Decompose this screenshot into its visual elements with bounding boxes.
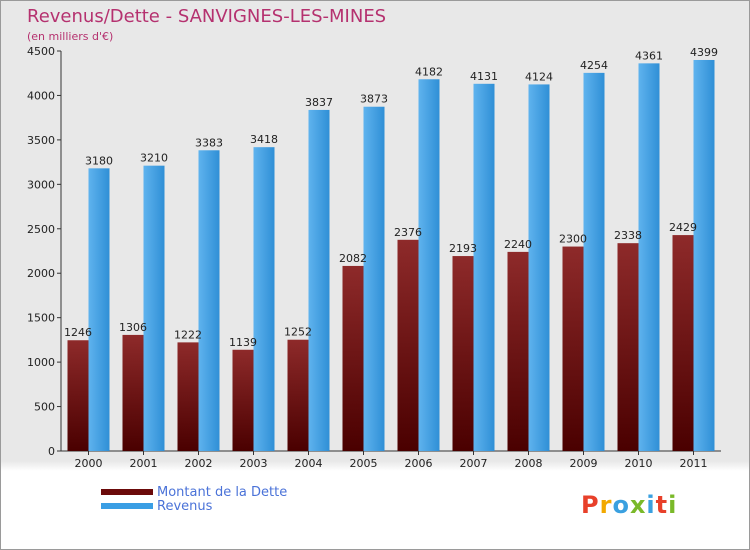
y-tick-label: 3000 — [27, 178, 55, 191]
logo-letter: i — [668, 491, 678, 519]
legend-label-revenus: Revenus — [157, 499, 213, 514]
bar-revenus — [88, 168, 110, 452]
x-tick-label: 2008 — [515, 457, 543, 470]
x-tick-label: 2010 — [625, 457, 653, 470]
value-label-dette: 2082 — [339, 252, 367, 265]
bar-revenus — [418, 79, 440, 452]
logo-letter: x — [629, 491, 647, 519]
bar-dette — [287, 339, 309, 451]
x-tick-label: 2011 — [680, 457, 708, 470]
value-label-dette: 1306 — [119, 321, 147, 334]
value-label-revenus: 3837 — [305, 96, 333, 109]
value-label-dette: 1246 — [64, 326, 92, 339]
bar-dette — [672, 235, 694, 451]
bar-dette — [452, 256, 474, 451]
value-label-dette: 2240 — [504, 238, 532, 251]
bar-revenus — [473, 83, 495, 452]
bar-dette — [177, 342, 199, 451]
value-label-revenus: 3383 — [195, 136, 223, 149]
logo-letter: r — [599, 491, 613, 519]
value-label-revenus: 4182 — [415, 65, 443, 78]
bar-revenus — [308, 109, 330, 451]
bar-dette — [342, 265, 364, 451]
legend-swatch-debt — [101, 489, 153, 495]
logo-letter: P — [581, 491, 600, 519]
legend-item-revenus: Revenus — [101, 499, 361, 515]
x-tick-label: 2009 — [570, 457, 598, 470]
y-tick-label: 2500 — [27, 223, 55, 236]
bar-dette — [397, 239, 419, 451]
bar-revenus — [528, 84, 550, 451]
logo-letter: o — [612, 491, 630, 519]
chart-subtitle: (en milliers d'€) — [27, 30, 114, 43]
x-tick-label: 2003 — [240, 457, 268, 470]
y-tick-label: 1000 — [27, 356, 55, 369]
value-label-dette: 1222 — [174, 328, 202, 341]
proxiti-logo: Proxiti — [581, 491, 677, 519]
bar-dette — [617, 243, 639, 451]
value-label-dette: 2193 — [449, 242, 477, 255]
bar-dette — [507, 251, 529, 451]
bar-dette — [67, 340, 89, 451]
y-tick-label: 0 — [48, 445, 55, 458]
value-label-revenus: 3180 — [85, 154, 113, 167]
value-label-revenus: 3418 — [250, 133, 278, 146]
x-tick-label: 2006 — [405, 457, 433, 470]
value-label-revenus: 3210 — [140, 152, 168, 165]
value-label-revenus: 4254 — [580, 59, 608, 72]
value-label-dette: 2300 — [559, 233, 587, 246]
y-tick-label: 2000 — [27, 267, 55, 280]
x-tick-label: 2007 — [460, 457, 488, 470]
y-tick-label: 500 — [34, 401, 55, 414]
value-label-revenus: 4131 — [470, 70, 498, 83]
legend-label-debt: Montant de la Dette — [157, 485, 288, 500]
value-label-dette: 2429 — [669, 221, 697, 234]
logo-letter: i — [646, 491, 656, 519]
value-label-revenus: 3873 — [360, 93, 388, 106]
bar-revenus — [583, 72, 605, 451]
bar-revenus — [253, 147, 275, 451]
y-tick-label: 4500 — [27, 45, 55, 58]
value-label-dette: 2376 — [394, 226, 422, 239]
bar-revenus — [198, 150, 220, 452]
chart-title: Revenus/Dette - SANVIGNES-LES-MINES — [27, 6, 387, 27]
bar-revenus — [143, 165, 165, 451]
y-tick-label: 4000 — [27, 89, 55, 102]
value-label-dette: 1252 — [284, 326, 312, 339]
y-tick-label: 1500 — [27, 312, 55, 325]
value-label-revenus: 4124 — [525, 70, 553, 83]
y-tick-label: 3500 — [27, 134, 55, 147]
legend: Montant de la Dette Revenus — [101, 485, 361, 515]
value-label-revenus: 4399 — [690, 46, 718, 59]
value-label-dette: 1139 — [229, 336, 257, 349]
x-tick-label: 2004 — [295, 457, 323, 470]
x-tick-label: 2002 — [185, 457, 213, 470]
bar-dette — [562, 246, 584, 451]
bar-revenus — [693, 59, 715, 451]
bar-dette — [122, 334, 144, 451]
value-label-dette: 2338 — [614, 229, 642, 242]
x-tick-label: 2000 — [75, 457, 103, 470]
x-tick-label: 2005 — [350, 457, 378, 470]
bar-dette — [232, 349, 254, 451]
bar-revenus — [363, 106, 385, 451]
legend-item-debt: Montant de la Dette — [101, 485, 361, 501]
bar-revenus — [638, 63, 660, 451]
legend-swatch-revenus — [101, 503, 153, 509]
value-label-revenus: 4361 — [635, 49, 663, 62]
x-tick-label: 2001 — [130, 457, 158, 470]
logo-letter: t — [655, 491, 669, 519]
